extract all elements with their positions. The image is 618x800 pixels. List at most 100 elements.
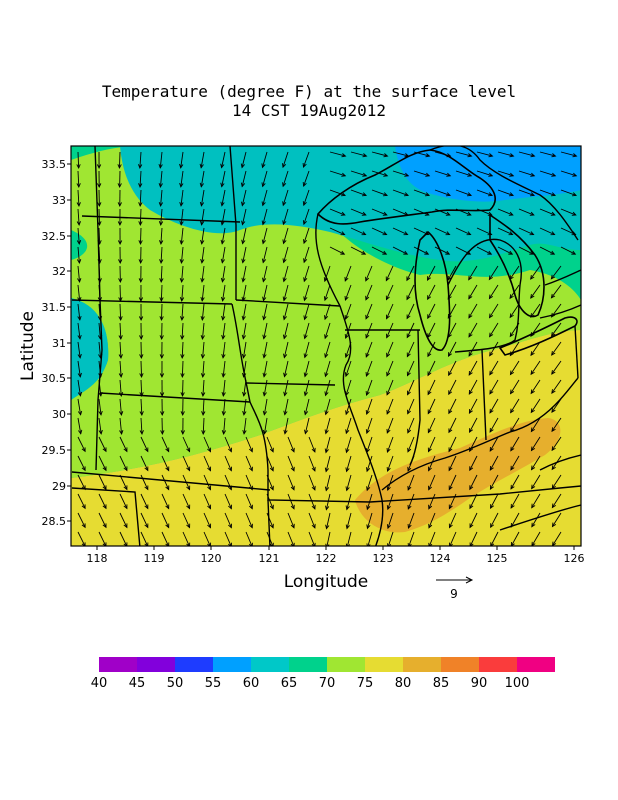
wind-arrow-head — [427, 390, 432, 396]
wind-arrow-head — [303, 410, 309, 416]
wind-arrow-head — [551, 153, 557, 158]
wind-arrow-head — [365, 448, 371, 454]
wind-arrow-head — [186, 447, 191, 453]
wind-arrow-head — [241, 353, 247, 359]
wind-arrow — [202, 417, 205, 435]
wind-arrow — [245, 512, 253, 528]
wind-arrow-head — [118, 278, 123, 284]
wind-arrow-head — [165, 542, 170, 546]
wind-arrow — [77, 417, 82, 434]
wind-arrow-head — [160, 430, 165, 436]
wind-arrow — [406, 265, 415, 281]
wind-arrow-head — [269, 542, 274, 546]
wind-arrow — [406, 322, 415, 338]
wind-arrow — [182, 531, 190, 546]
wind-arrow — [428, 531, 436, 546]
wind-arrow-head — [509, 172, 515, 177]
wind-arrow — [518, 170, 535, 177]
wind-arrow-head — [344, 353, 349, 359]
wind-arrow-head — [366, 505, 371, 511]
wind-arrow-head — [241, 201, 246, 207]
wind-arrow — [201, 227, 205, 244]
wind-arrow-head — [345, 391, 350, 397]
wind-arrow-head — [427, 352, 432, 358]
wind-arrow — [222, 322, 226, 339]
wind-arrow — [386, 417, 394, 434]
wind-arrow — [308, 474, 316, 491]
wind-arrow-head — [242, 429, 247, 435]
wind-arrow — [181, 246, 184, 263]
wind-arrow-head — [468, 294, 473, 300]
wind-arrow — [262, 227, 268, 244]
wind-arrow — [392, 189, 409, 196]
wind-arrow — [304, 360, 310, 377]
y-tick-label: 32.5 — [42, 230, 67, 243]
wind-arrow — [531, 455, 541, 470]
wind-arrow-head — [97, 183, 102, 189]
wind-arrow-head — [468, 390, 473, 395]
wind-arrow-head — [186, 542, 191, 546]
wind-arrow — [350, 246, 366, 255]
x-tick-label: 119 — [144, 552, 165, 565]
wind-arrow — [345, 360, 352, 377]
wind-arrow-head — [529, 250, 535, 255]
wind-arrow — [242, 227, 247, 244]
wind-arrow-head — [240, 163, 245, 169]
wind-arrow — [427, 417, 436, 433]
wind-arrow — [223, 398, 226, 415]
wind-arrow — [202, 379, 205, 396]
wind-arrow — [140, 531, 149, 546]
colorbar-swatch — [99, 657, 137, 672]
wind-arrow-head — [199, 220, 205, 226]
wind-arrow-head — [240, 182, 246, 188]
wind-arrow — [181, 303, 184, 320]
wind-arrow — [324, 360, 331, 377]
wind-arrow — [406, 303, 415, 319]
wind-arrow-head — [199, 182, 204, 188]
wind-arrow-head — [303, 277, 308, 283]
wind-arrow — [283, 284, 289, 301]
wind-arrow — [140, 360, 142, 378]
wind-arrow — [266, 436, 274, 452]
wind-arrow — [407, 379, 415, 395]
wind-arrow-head — [469, 523, 474, 529]
wind-arrow-head — [445, 211, 451, 216]
wind-arrow-head — [382, 211, 388, 216]
wind-arrow — [510, 360, 520, 375]
wind-arrow-head — [365, 276, 370, 282]
wind-arrow-head — [490, 523, 495, 529]
wind-arrow — [413, 151, 430, 157]
wind-arrow-head — [159, 297, 164, 303]
wind-arrow — [530, 303, 541, 318]
wind-arrow — [160, 189, 163, 206]
wind-arrow-head — [159, 335, 164, 341]
wind-arrow — [77, 474, 86, 490]
wind-arrow-head — [551, 192, 557, 197]
wind-arrow — [468, 341, 478, 357]
wind-arrow-head — [179, 201, 184, 207]
wind-arrow-head — [76, 183, 81, 189]
wind-arrow — [263, 303, 268, 320]
wind-arrow — [224, 455, 232, 471]
wind-arrow — [427, 322, 436, 338]
wind-arrow — [325, 455, 331, 472]
map-title: Temperature (degree F) at the surface le… — [101, 82, 517, 101]
wind-arrow — [497, 246, 513, 255]
wind-arrow-head — [221, 315, 226, 321]
wind-arrow — [386, 284, 394, 300]
wind-arrow-head — [123, 466, 128, 472]
wind-arrow — [325, 493, 331, 510]
wind-arrow-head — [262, 315, 267, 321]
wind-arrow — [427, 398, 436, 414]
wind-arrow — [448, 493, 457, 509]
wind-arrow — [200, 170, 205, 187]
wind-arrow-head — [445, 250, 451, 255]
wind-arrow-head — [448, 466, 453, 472]
wind-arrow — [304, 322, 310, 339]
wind-arrow — [222, 265, 226, 282]
wind-arrow-head — [489, 427, 494, 433]
wind-arrow-head — [489, 332, 494, 338]
wind-arrow — [98, 398, 102, 415]
border-canada-east — [544, 269, 581, 286]
wind-arrow-head — [302, 220, 307, 226]
